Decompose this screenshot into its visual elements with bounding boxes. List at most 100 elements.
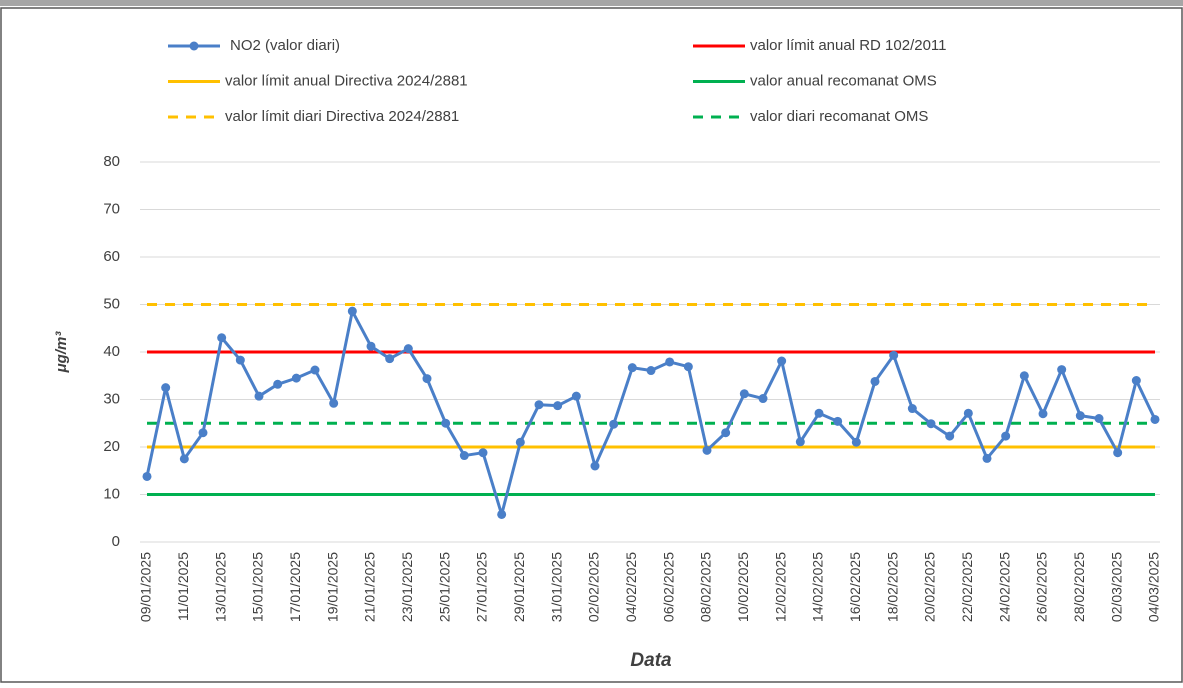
legend-label: valor límit diari Directiva 2024/2881 bbox=[225, 108, 459, 125]
x-tick-label: 21/01/2025 bbox=[362, 552, 378, 622]
data-point bbox=[758, 394, 768, 404]
data-point bbox=[739, 389, 749, 399]
data-point bbox=[1131, 376, 1141, 385]
data-point bbox=[235, 355, 245, 365]
y-tick-label: 40 bbox=[103, 343, 120, 360]
data-point bbox=[1113, 448, 1123, 458]
data-point bbox=[777, 356, 787, 366]
x-tick-label: 29/01/2025 bbox=[511, 552, 527, 622]
x-tick-label: 23/01/2025 bbox=[399, 552, 415, 622]
data-point bbox=[385, 354, 395, 364]
x-tick-label: 22/02/2025 bbox=[959, 552, 975, 622]
y-tick-label: 70 bbox=[103, 200, 120, 217]
x-tick-label: 11/01/2025 bbox=[175, 552, 191, 621]
data-point bbox=[571, 391, 581, 401]
data-point bbox=[1094, 414, 1104, 423]
y-tick-label: 50 bbox=[103, 295, 120, 312]
x-tick-label: 02/02/2025 bbox=[586, 552, 602, 622]
data-point bbox=[347, 306, 357, 316]
data-point bbox=[982, 453, 992, 463]
data-point bbox=[907, 404, 917, 414]
x-tick-label: 19/01/2025 bbox=[324, 552, 340, 622]
x-tick-label: 04/03/2025 bbox=[1146, 552, 1162, 622]
data-point bbox=[459, 451, 469, 461]
data-point bbox=[142, 471, 152, 481]
data-point bbox=[515, 437, 525, 447]
x-tick-label: 10/02/2025 bbox=[735, 552, 751, 622]
data-point bbox=[441, 418, 451, 428]
data-point bbox=[851, 437, 861, 447]
data-point bbox=[478, 448, 488, 458]
data-point bbox=[403, 344, 413, 354]
x-tick-label: 14/02/2025 bbox=[810, 552, 826, 622]
data-point bbox=[721, 428, 731, 438]
data-point bbox=[609, 419, 619, 429]
x-axis-title: Data bbox=[630, 650, 672, 671]
data-point bbox=[1057, 365, 1067, 375]
data-point bbox=[198, 428, 208, 438]
data-line bbox=[145, 309, 1157, 516]
data-point bbox=[161, 383, 171, 393]
y-tick-label: 0 bbox=[112, 533, 120, 550]
data-point bbox=[366, 341, 376, 351]
x-tick-label: 09/01/2025 bbox=[138, 552, 154, 622]
data-point bbox=[627, 363, 637, 373]
data-point bbox=[422, 374, 432, 384]
y-tick-label: 10 bbox=[103, 485, 120, 502]
data-point bbox=[310, 365, 320, 375]
data-point bbox=[702, 445, 712, 455]
y-tick-label: 30 bbox=[103, 390, 120, 407]
data-point bbox=[963, 408, 973, 418]
x-tick-label: 15/01/2025 bbox=[250, 552, 266, 622]
legend-label: valor límit anual RD 102/2011 bbox=[750, 37, 947, 54]
data-point bbox=[217, 333, 227, 343]
data-point bbox=[329, 398, 339, 408]
x-tick-label: 08/02/2025 bbox=[698, 552, 714, 622]
legend-label: valor anual recomanat OMS bbox=[750, 72, 937, 89]
y-tick-label: 20 bbox=[103, 438, 120, 455]
data-point bbox=[795, 437, 805, 447]
legend-label: valor diari recomanat OMS bbox=[750, 108, 928, 125]
x-tick-label: 12/02/2025 bbox=[772, 552, 788, 622]
data-point bbox=[254, 391, 264, 401]
x-tick-label: 25/01/2025 bbox=[436, 552, 452, 622]
legend-marker bbox=[189, 41, 199, 51]
x-tick-label: 18/02/2025 bbox=[884, 552, 900, 622]
data-point bbox=[553, 401, 563, 411]
data-point bbox=[534, 400, 544, 410]
data-point bbox=[945, 431, 955, 441]
data-point bbox=[1019, 371, 1029, 381]
data-point bbox=[1038, 409, 1048, 419]
frame bbox=[0, 7, 1183, 683]
data-point bbox=[683, 362, 693, 372]
y-tick-label: 60 bbox=[103, 248, 120, 265]
x-tick-label: 02/03/2025 bbox=[1108, 552, 1124, 622]
data-point bbox=[1150, 414, 1160, 424]
data-point bbox=[590, 461, 600, 471]
x-tick-label: 13/01/2025 bbox=[212, 552, 228, 622]
data-point bbox=[833, 416, 843, 426]
x-tick-label: 26/02/2025 bbox=[1034, 552, 1050, 622]
x-tick-label: 16/02/2025 bbox=[847, 552, 863, 622]
data-point bbox=[497, 509, 507, 519]
data-point bbox=[1001, 431, 1011, 441]
data-point bbox=[814, 408, 824, 418]
data-point bbox=[646, 366, 656, 376]
x-tick-label: 24/02/2025 bbox=[996, 552, 1012, 622]
data-point bbox=[291, 373, 301, 383]
data-point bbox=[889, 350, 899, 360]
legend-label: NO2 (valor diari) bbox=[230, 37, 340, 54]
data-point bbox=[665, 357, 675, 367]
top-bar bbox=[0, 0, 1183, 6]
y-tick-label: 80 bbox=[103, 153, 120, 170]
legend-label: valor límit anual Directiva 2024/2881 bbox=[225, 72, 468, 89]
data-point bbox=[179, 454, 189, 464]
x-tick-label: 20/02/2025 bbox=[922, 552, 938, 622]
data-point bbox=[273, 379, 283, 389]
x-tick-label: 31/01/2025 bbox=[548, 552, 564, 622]
x-tick-label: 04/02/2025 bbox=[623, 552, 639, 622]
data-point bbox=[1075, 411, 1085, 421]
x-tick-label: 28/02/2025 bbox=[1071, 552, 1087, 622]
x-tick-label: 06/02/2025 bbox=[660, 552, 676, 622]
